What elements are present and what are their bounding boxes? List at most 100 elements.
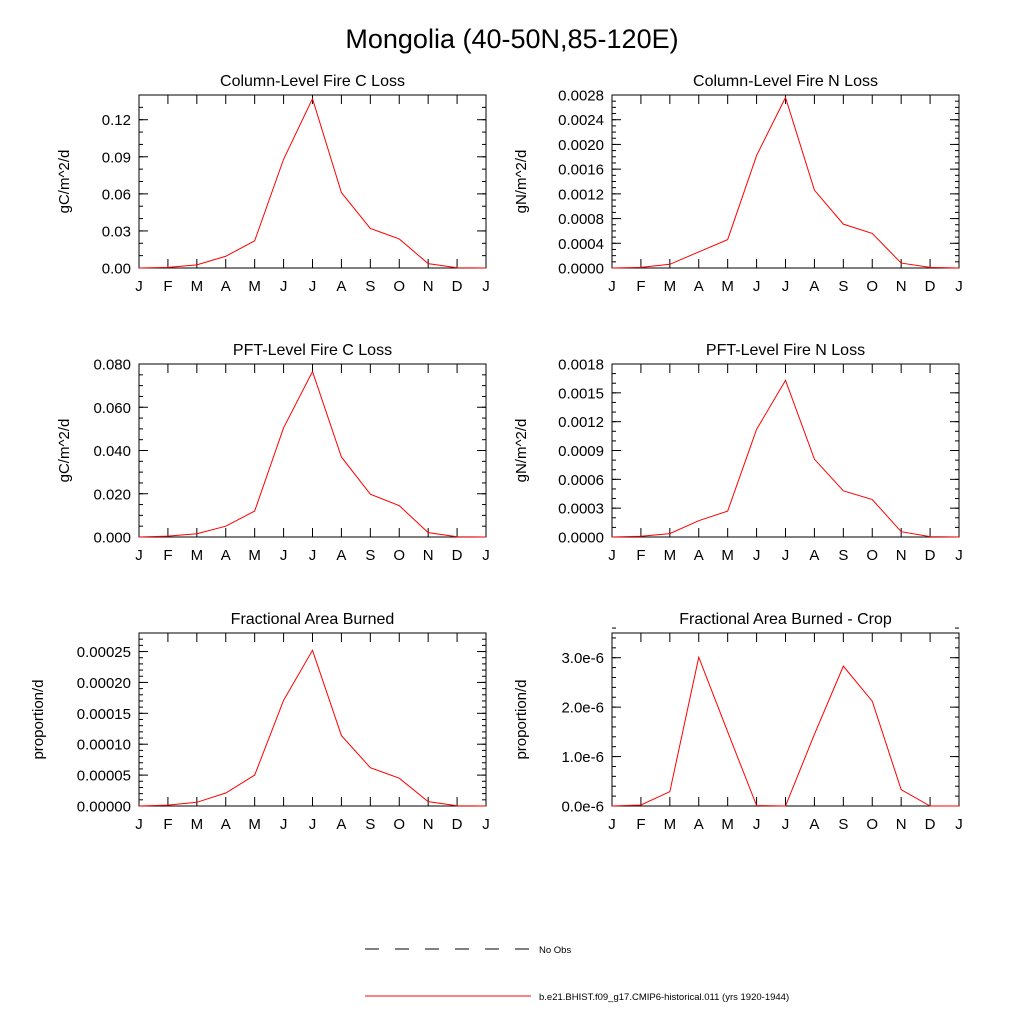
y-tick-label: 0.0009 (558, 443, 604, 460)
x-tick-label: A (336, 278, 346, 295)
x-tick-label: M (191, 816, 204, 833)
x-tick-label: J (135, 547, 143, 564)
x-tick-label: S (365, 816, 375, 833)
series-line (138, 97, 487, 269)
x-tick-label: N (896, 278, 907, 295)
x-tick-label: O (866, 547, 878, 564)
x-tick-label: J (753, 547, 761, 564)
y-axis-label: gN/m^2/d (513, 419, 530, 483)
x-tick-label: A (809, 816, 819, 833)
chart-panel-1: J F M A M J J A S O N D J0.000.030.060.090.12Column-… (56, 73, 490, 295)
y-tick-label: 0.0028 (558, 88, 604, 105)
y-tick-label: 0.0e-6 (561, 799, 604, 816)
x-tick-label: D (925, 278, 936, 295)
legend-label-model: b.e21.BHIST.f09_g17.CMIP6-historical.011… (539, 992, 789, 1003)
x-tick-label: F (163, 278, 172, 295)
x-tick-label: J (608, 816, 616, 833)
x-tick-label: F (163, 547, 172, 564)
chart-title: PFT-Level Fire N Loss (706, 342, 865, 359)
chart-panels: J F M A M J J A S O N D J0.000.030.060.090.12Column-… (30, 73, 963, 833)
series-line (138, 649, 487, 807)
x-tick-label: M (248, 816, 261, 833)
x-tick-label: J (608, 547, 616, 564)
plot-frame (138, 632, 487, 807)
y-tick-label: 0.0008 (558, 211, 604, 228)
y-tick-label: 0.020 (93, 486, 131, 503)
y-tick-label: 0.06 (102, 186, 131, 203)
x-tick-label: A (809, 278, 819, 295)
y-axis-label: gN/m^2/d (513, 150, 530, 214)
y-tick-label: 0.0015 (558, 385, 604, 402)
y-tick-label: 0.00000 (77, 799, 131, 816)
y-tick-label: 0.0018 (558, 357, 604, 374)
x-tick-label: M (248, 278, 261, 295)
x-tick-label: J (955, 547, 963, 564)
y-tick-label: 0.060 (93, 400, 131, 417)
y-tick-label: 0.0012 (558, 414, 604, 431)
x-tick-label: F (636, 278, 645, 295)
x-tick-label: S (365, 547, 375, 564)
x-tick-label: M (664, 816, 677, 833)
x-tick-label: D (925, 816, 936, 833)
x-tick-label: D (925, 547, 936, 564)
y-axis-label: proportion/d (513, 679, 530, 759)
y-tick-label: 0.0006 (558, 472, 604, 489)
x-tick-label: J (753, 278, 761, 295)
y-axis-label: proportion/d (30, 679, 47, 759)
series-line (611, 655, 959, 807)
y-tick-label: 3.0e-6 (561, 650, 604, 667)
plot-frame (138, 94, 487, 269)
x-tick-label: J (280, 278, 288, 295)
chart-panel-6: J F M A M J J A S O N D J0.0e-61.0e-62.0e-63.0e-6Fra… (513, 611, 963, 833)
x-tick-label: J (135, 816, 143, 833)
y-tick-label: 0.00010 (77, 737, 131, 754)
y-tick-label: 0.03 (102, 223, 131, 240)
x-tick-label: M (664, 547, 677, 564)
x-tick-label: A (336, 816, 346, 833)
chart-title: Fractional Area Burned (231, 611, 395, 628)
x-tick-label: S (838, 547, 848, 564)
x-tick-label: A (221, 547, 231, 564)
x-tick-label: O (866, 816, 878, 833)
plot-frame (611, 363, 960, 538)
chart-title: Column-Level Fire C Loss (220, 73, 405, 90)
chart-panel-4: J F M A M J J A S O N D J0.00000.00030.00060.00090.0… (513, 342, 963, 564)
x-tick-label: J (955, 278, 963, 295)
x-tick-label: F (163, 816, 172, 833)
x-tick-label: J (280, 816, 288, 833)
legend-label-no-obs: No Obs (539, 945, 571, 956)
x-tick-label: D (452, 816, 463, 833)
x-tick-label: J (782, 816, 790, 833)
y-tick-label: 0.040 (93, 443, 131, 460)
x-tick-label: M (248, 547, 261, 564)
y-axis-label: gC/m^2/d (56, 150, 73, 214)
x-tick-label: M (721, 547, 734, 564)
x-tick-label: J (753, 816, 761, 833)
x-tick-label: J (482, 547, 490, 564)
y-tick-label: 0.0016 (558, 162, 604, 179)
x-tick-label: F (636, 816, 645, 833)
legend: No Obs b.e21.BHIST.f09_g17.CMIP6-histori… (365, 945, 789, 1003)
x-tick-label: J (309, 547, 317, 564)
x-tick-label: A (221, 816, 231, 833)
y-tick-label: 0.00 (102, 261, 131, 278)
x-tick-label: M (664, 278, 677, 295)
x-tick-label: N (896, 816, 907, 833)
x-tick-label: A (809, 547, 819, 564)
x-tick-label: N (423, 816, 434, 833)
x-tick-label: O (393, 278, 405, 295)
x-tick-label: O (866, 278, 878, 295)
chart-panel-3: J F M A M J J A S O N D J0.0000.0200.0400.0600.080PF… (56, 342, 490, 564)
x-tick-label: M (721, 816, 734, 833)
x-tick-label: J (782, 547, 790, 564)
x-tick-label: J (955, 816, 963, 833)
y-axis-label: gC/m^2/d (56, 419, 73, 483)
x-tick-label: S (365, 278, 375, 295)
series-line (138, 370, 487, 538)
x-tick-label: A (694, 816, 704, 833)
x-tick-label: F (636, 547, 645, 564)
x-tick-label: M (191, 278, 204, 295)
y-tick-label: 0.000 (93, 530, 131, 547)
x-tick-label: J (782, 278, 790, 295)
y-tick-label: 0.00015 (77, 706, 131, 723)
